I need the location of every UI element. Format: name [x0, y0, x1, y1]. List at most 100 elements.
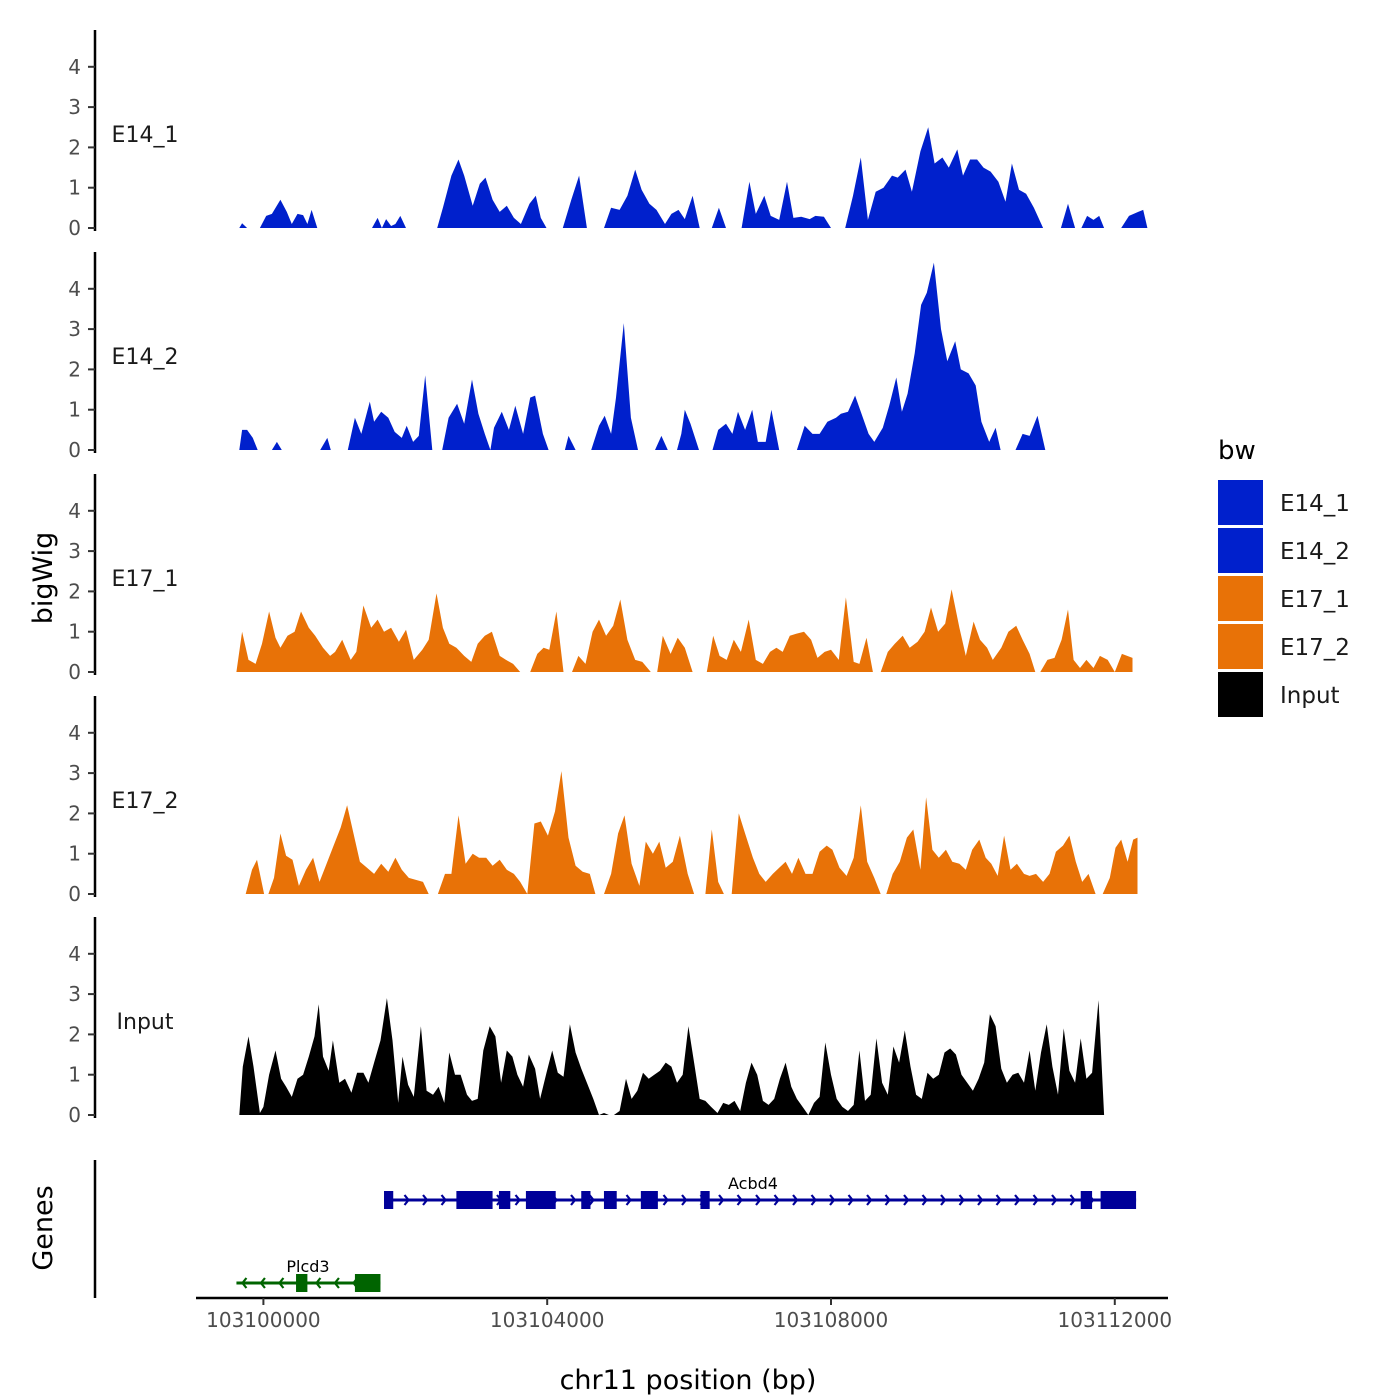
strand-chevron	[1069, 1194, 1076, 1206]
area-segment-E17_1	[880, 589, 1036, 672]
area-segment-E14_1	[1121, 209, 1148, 228]
area-segment-E14_2	[796, 262, 1001, 450]
strand-chevron	[884, 1194, 891, 1206]
area-segment-E14_1	[711, 207, 726, 228]
track-E14_1: 0 1 2 3 4 E14_1	[68, 30, 1148, 240]
legend-title: bw	[1218, 436, 1256, 466]
track-label: E14_1	[112, 123, 179, 148]
area-segment-E17_1	[657, 635, 693, 672]
area-segment-E14_2	[1015, 415, 1046, 450]
y-tick-label: 4	[68, 499, 81, 523]
strand-chevron	[810, 1194, 817, 1206]
gene-label: Acbd4	[728, 1174, 778, 1193]
gene-exon	[456, 1191, 493, 1209]
area-segment-E14_2	[442, 379, 549, 450]
y-tick-label: 1	[68, 842, 81, 866]
area-segment-E14_1	[845, 127, 1044, 228]
track-label: Input	[117, 1010, 174, 1035]
area-segment-E14_1	[1060, 203, 1076, 228]
strand-chevron	[866, 1194, 873, 1206]
area-segment-E17_1	[530, 611, 564, 672]
strand-chevron	[736, 1194, 743, 1206]
legend-swatch-E17_1	[1218, 576, 1263, 621]
gene-exon	[354, 1274, 381, 1292]
area-segment-E17_1	[236, 593, 521, 672]
gene-exon	[384, 1191, 394, 1209]
area-segment-E17_2	[437, 771, 596, 894]
strand-chevron	[315, 1277, 322, 1289]
strand-chevron	[940, 1194, 947, 1206]
y-tick-label: 3	[68, 95, 81, 119]
genes-axis-title: Genes	[28, 1185, 59, 1270]
strand-chevron	[958, 1194, 965, 1206]
area-segment-E14_1	[741, 181, 831, 228]
area-segment-E14_2	[347, 375, 433, 450]
track-Input: 0 1 2 3 4 Input	[68, 917, 1105, 1127]
strand-chevron	[681, 1194, 688, 1206]
strand-chevron	[903, 1194, 910, 1206]
legend: bw E14_1 E14_2 E17_1 E17_2 Input	[1218, 436, 1350, 717]
x-tick-label: 103104000	[490, 1308, 605, 1332]
area-segment-E14_2	[591, 323, 638, 450]
y-tick-label: 3	[68, 539, 81, 563]
strand-chevron	[847, 1194, 854, 1206]
legend-label-Input: Input	[1280, 683, 1340, 709]
y-tick-label: 2	[68, 357, 81, 381]
track-E17_1: 0 1 2 3 4 E17_1	[68, 474, 1133, 684]
strand-chevron	[278, 1277, 285, 1289]
y-tick-label: 3	[68, 317, 81, 341]
area-segment-E14_1	[372, 215, 406, 228]
x-tick-label: 103108000	[774, 1308, 889, 1332]
area-segment-E17_2	[886, 797, 1096, 894]
strand-chevron	[773, 1194, 780, 1206]
strand-chevron	[1014, 1194, 1021, 1206]
y-tick-label: 0	[68, 1103, 81, 1127]
strand-chevron	[588, 1194, 595, 1206]
area-segment-E14_1	[437, 159, 547, 228]
y-tick-label: 1	[68, 1063, 81, 1087]
strand-chevron	[718, 1194, 725, 1206]
y-tick-label: 4	[68, 942, 81, 966]
y-tick-label: 0	[68, 882, 81, 906]
legend-swatch-E17_2	[1218, 624, 1263, 669]
y-axis-title: bigWig	[28, 532, 59, 625]
strand-chevron	[241, 1277, 248, 1289]
track-label: E17_1	[112, 567, 179, 592]
strand-chevron	[440, 1194, 447, 1206]
genes-panel: Acbd4 Plcd3	[93, 1160, 1137, 1298]
legend-label-E14_2: E14_2	[1280, 539, 1350, 565]
strand-chevron	[625, 1194, 632, 1206]
area-segment-E17_2	[604, 815, 695, 894]
strand-chevron	[829, 1194, 836, 1206]
y-tick-label: 2	[68, 135, 81, 159]
x-axis-title: chr11 position (bp)	[560, 1365, 817, 1396]
strand-chevron	[755, 1194, 762, 1206]
y-tick-label: 2	[68, 579, 81, 603]
gene-exon	[581, 1191, 591, 1209]
strand-chevron	[259, 1277, 266, 1289]
y-tick-label: 2	[68, 1022, 81, 1046]
y-tick-label: 0	[68, 438, 81, 462]
gene-exon	[1080, 1191, 1093, 1209]
area-segment-E17_2	[268, 805, 429, 894]
x-tick-label: 103100000	[206, 1308, 321, 1332]
area-segment-E14_2	[239, 429, 258, 450]
area-segment-E17_2	[705, 829, 724, 894]
legend-swatch-E14_2	[1218, 528, 1263, 573]
strand-chevron	[514, 1194, 521, 1206]
track-panels: 0 1 2 3 4 E14_1 0 1 2 3 4 E14_2 0 1 2 3 4 E17_1 0 1 2 3 4 E17_2…	[68, 30, 1148, 1127]
gene-exon	[1100, 1191, 1137, 1209]
gene-exon	[525, 1191, 556, 1209]
area-segment-E14_1	[562, 175, 587, 228]
area-segment-E14_1	[259, 199, 318, 228]
area-segment-E14_2	[564, 435, 576, 450]
x-axis: 103100000 103104000 103108000 103112000	[196, 1296, 1172, 1332]
area-segment-E14_1	[604, 169, 700, 228]
area-segment-E14_2	[271, 441, 282, 450]
gene-exon	[700, 1191, 710, 1209]
legend-swatch-E14_1	[1218, 480, 1263, 525]
strand-chevron	[792, 1194, 799, 1206]
track-E14_2: 0 1 2 3 4 E14_2	[68, 252, 1046, 462]
